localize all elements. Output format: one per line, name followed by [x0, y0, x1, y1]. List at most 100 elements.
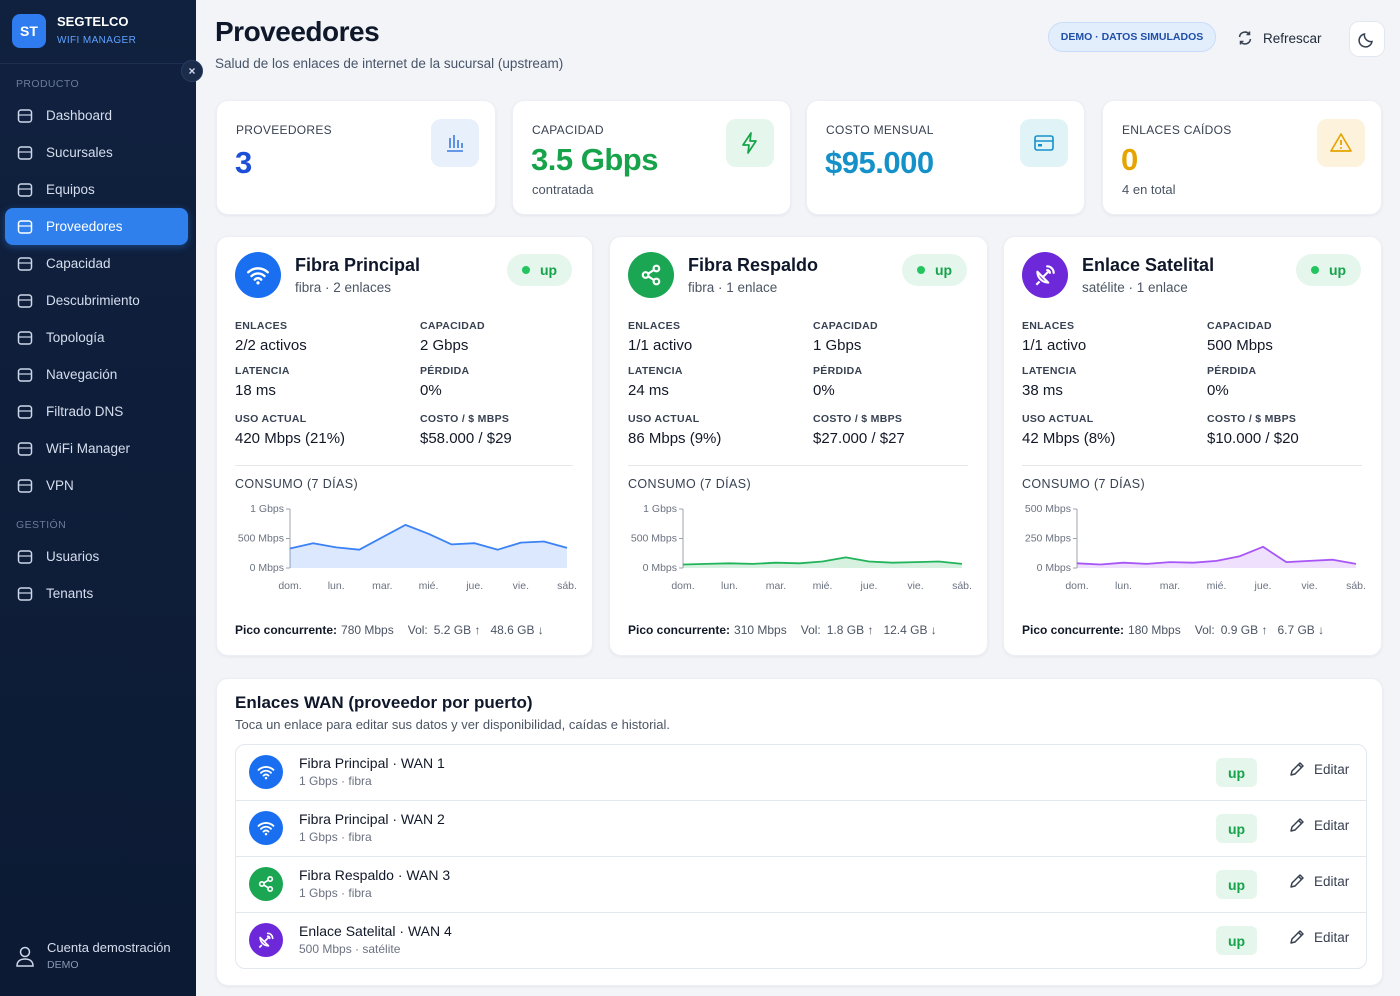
kpi-value: $95.000 — [825, 145, 934, 180]
line — [682, 556, 963, 566]
x-tick-label: dom. — [1065, 580, 1088, 592]
stat-label: LATENCIA — [628, 365, 683, 377]
wan-row-detail: 1 Gbps · fibra — [299, 886, 372, 900]
x-tick-label: mar. — [1160, 580, 1180, 592]
nav-item[interactable]: Sucursales — [5, 134, 188, 171]
wan-row[interactable]: Fibra Respaldo · WAN 3 1 Gbps · fibra up Ed… — [236, 857, 1366, 913]
nav-item[interactable]: Navegación — [5, 356, 188, 393]
icon-part — [267, 885, 274, 892]
edit-label: Editar — [1314, 762, 1350, 777]
line — [1076, 545, 1357, 566]
provider-icon — [1022, 252, 1068, 298]
y-tick-label: 1 Gbps — [643, 503, 677, 515]
icon-part — [17, 108, 33, 123]
edit-button[interactable]: Editar — [1288, 817, 1349, 834]
theme-button[interactable] — [1349, 21, 1385, 57]
icon-part — [17, 586, 33, 601]
icon-part — [17, 219, 33, 234]
edit-icon — [1288, 873, 1314, 890]
stat-label: ENLACES — [235, 320, 288, 332]
y-tick-label: 1 Gbps — [250, 503, 284, 515]
nav-icon — [16, 403, 46, 421]
wan-icon — [249, 811, 283, 845]
area — [683, 557, 962, 568]
chart-title: CONSUMO (7 DÍAS) — [1022, 477, 1146, 491]
divider — [0, 63, 196, 64]
nav-label: Filtrado DNS — [46, 404, 124, 419]
wan-status: up — [1216, 870, 1257, 899]
edit-label: Editar — [1314, 930, 1350, 945]
nav-item[interactable]: Filtrado DNS — [5, 393, 188, 430]
kpi-card: ENLACES CAÍDOS 0 4 en total — [1102, 100, 1382, 215]
provider-card: Enlace Satelital satélite · 1 enlace up ENL… — [1003, 236, 1382, 656]
y-tick-label: 500 Mbps — [631, 532, 677, 544]
refresh-button[interactable]: Refrescar — [1236, 26, 1322, 50]
kpi-note: contratada — [532, 182, 594, 197]
edit-button[interactable]: Editar — [1288, 761, 1349, 778]
y-tick-label: 500 Mbps — [1025, 503, 1071, 515]
icon-part — [1035, 265, 1055, 286]
icon-part — [17, 145, 33, 160]
edit-button[interactable]: Editar — [1288, 873, 1349, 890]
icon-part — [1340, 147, 1342, 149]
wan-subtitle: Toca un enlace para editar sus datos y v… — [235, 717, 671, 732]
x-tick-label: dom. — [671, 580, 694, 592]
usage-chart: 0 Mbps 500 Mbps 1 Gbps dom. lun. mar. mié. jue.… — [238, 503, 577, 592]
x-tick-label: vie. — [513, 580, 529, 592]
stat-label: USO ACTUAL — [628, 413, 700, 425]
nav-label: Dashboard — [46, 108, 113, 123]
nav-item[interactable]: Equipos — [5, 171, 188, 208]
wan-icon — [249, 923, 283, 957]
wan-status: up — [1216, 814, 1257, 843]
icon-part — [1036, 270, 1050, 284]
nav-label: Navegación — [46, 367, 118, 382]
icon-part — [263, 879, 269, 889]
icon-part — [1290, 762, 1304, 776]
x-tick-label: vie. — [1301, 580, 1317, 592]
kpi-card: CAPACIDAD 3.5 Gbps contratada — [512, 100, 791, 215]
collapse-button[interactable] — [181, 60, 203, 82]
user[interactable]: Cuenta demostración DEMO — [14, 940, 171, 971]
icon-part — [17, 549, 33, 564]
user-name: Cuenta demostración — [47, 940, 171, 955]
nav-icon — [16, 292, 46, 310]
nav-item[interactable]: Capacidad — [5, 245, 188, 282]
wan-status: up — [1216, 926, 1257, 955]
y-tick-label: 250 Mbps — [1025, 532, 1071, 544]
nav-item[interactable]: Tenants — [5, 575, 188, 612]
stat-value: 42 Mbps (8%) — [1022, 430, 1116, 447]
nav-item[interactable]: Dashboard — [5, 97, 188, 134]
wan-row[interactable]: Fibra Principal · WAN 2 1 Gbps · fibra up E… — [236, 801, 1366, 857]
icon-part — [1290, 762, 1304, 776]
kpi-card: COSTO MENSUAL $95.000 — [806, 100, 1085, 215]
demo-badge: DEMO · DATOS SIMULADOS — [1048, 22, 1216, 52]
icon-part — [264, 832, 268, 836]
x-tick-label: jue. — [860, 580, 878, 592]
y-tick-label: 0 Mbps — [250, 562, 284, 574]
icon-part — [259, 936, 270, 947]
nav-item[interactable]: Descubrimiento — [5, 282, 188, 319]
kpi-label: COSTO MENSUAL — [826, 123, 934, 137]
kpi-label: CAPACIDAD — [532, 123, 604, 137]
edit-button[interactable]: Editar — [1288, 929, 1349, 946]
stat-value: 500 Mbps — [1207, 337, 1273, 354]
nav-item[interactable]: Proveedores — [5, 208, 188, 245]
nav-item[interactable]: Usuarios — [5, 538, 188, 575]
nav-item[interactable]: VPN — [5, 467, 188, 504]
stat-label: COSTO / $ MBPS — [813, 413, 903, 425]
stat-label: PÉRDIDA — [813, 365, 863, 377]
wan-row-title: Fibra Principal · WAN 2 — [299, 811, 445, 827]
status-pill: up — [1296, 254, 1361, 286]
icon-part — [258, 932, 274, 949]
nav-item[interactable]: WiFi Manager — [5, 430, 188, 467]
nav-item[interactable]: Topología — [5, 319, 188, 356]
kpi-icon — [726, 119, 774, 167]
x-tick-label: mar. — [766, 580, 786, 592]
wan-row[interactable]: Enlace Satelital · WAN 4 500 Mbps · satél… — [236, 913, 1366, 968]
area — [1077, 546, 1356, 568]
edit-label: Editar — [1314, 874, 1350, 889]
provider-icon — [235, 252, 281, 298]
icon-part — [257, 766, 275, 780]
wan-row[interactable]: Fibra Principal · WAN 1 1 Gbps · fibra up E… — [236, 745, 1366, 801]
icon-part — [447, 135, 463, 152]
